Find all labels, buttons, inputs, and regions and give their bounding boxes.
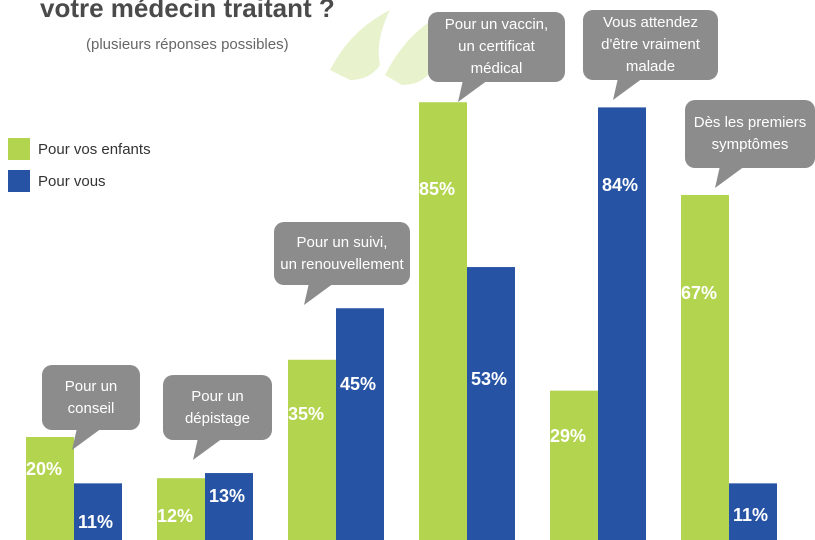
bar	[336, 308, 384, 540]
legend-swatch	[8, 170, 30, 192]
value-label: 20%	[26, 459, 62, 479]
legend-label: Pour vos enfants	[38, 141, 151, 158]
bar	[26, 437, 74, 540]
bar	[74, 483, 122, 540]
value-label: 85%	[419, 179, 455, 199]
decoration	[330, 10, 440, 85]
bar	[419, 102, 467, 540]
category-label: Vous attendez d'être vraiment malade	[583, 10, 718, 80]
category-label: Dès les premiers symptômes	[685, 100, 815, 168]
bubble-tail	[72, 428, 102, 450]
value-label: 45%	[340, 374, 376, 394]
bar	[681, 194, 729, 540]
value-label: 53%	[471, 369, 507, 389]
chart-subtitle: (plusieurs réponses possibles)	[86, 36, 289, 53]
value-label: 11%	[733, 505, 768, 525]
value-label: 29%	[550, 426, 586, 446]
bar	[598, 107, 646, 540]
bubble-tail	[715, 166, 745, 188]
legend-label: Pour vous	[38, 173, 106, 190]
chart-title: votre médecin traitant ?	[40, 0, 335, 23]
legend-swatch	[8, 138, 30, 160]
bar	[467, 267, 515, 540]
bubble-tail	[458, 80, 488, 102]
bubble-tail	[193, 438, 223, 460]
value-label: 13%	[209, 486, 245, 506]
category-label: Pour un dépistage	[163, 375, 272, 440]
category-label: Pour un vaccin, un certificat médical	[428, 12, 565, 82]
value-label: 11%	[78, 512, 113, 532]
value-label: 67%	[681, 283, 717, 303]
value-label: 12%	[157, 506, 193, 526]
value-label: 84%	[602, 175, 638, 195]
category-label: Pour un conseil	[42, 365, 140, 430]
bubble-tail	[613, 78, 643, 100]
bar	[157, 478, 205, 540]
bubble-tail	[304, 283, 334, 305]
bar	[205, 473, 253, 540]
bar	[729, 483, 777, 540]
bar	[288, 359, 336, 540]
category-label: Pour un suivi, un renouvellement	[274, 222, 410, 285]
bar	[550, 390, 598, 540]
value-label: 35%	[288, 404, 324, 424]
